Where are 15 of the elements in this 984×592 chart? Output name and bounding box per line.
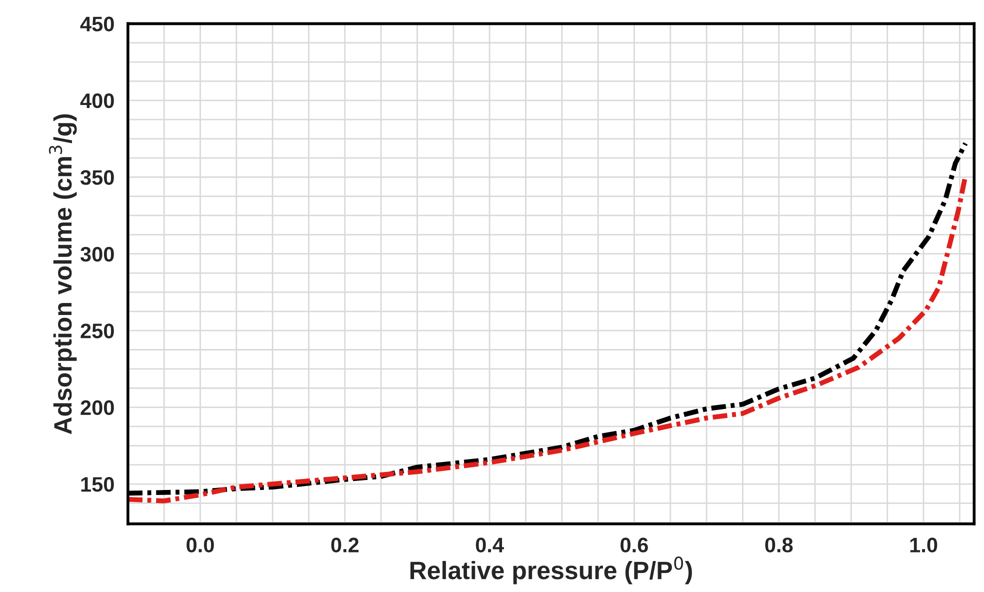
x-tick-label: 0.8 [765,538,793,552]
y-tick-label: 450 [80,16,114,32]
y-tick-label: 300 [80,246,114,262]
x-tick-label: 0.4 [476,538,504,552]
x-tick-label: 0.0 [186,538,214,552]
y-tick-label: 400 [80,93,114,108]
x-tick-label: 0.2 [331,538,359,552]
y-axis-title: Adsorption volume (cm$^{3}$/g) [48,114,77,434]
y-tick-label: 200 [80,400,114,416]
x-tick-label: 1.0 [910,538,938,552]
y-tick-label: 150 [81,477,114,492]
x-axis-title: Relative pressure (P/P$^{0}$) [410,556,692,584]
y-tick-label: 350 [80,170,114,185]
x-tick-label: 0.6 [620,538,648,552]
y-tick-label: 250 [80,324,114,338]
